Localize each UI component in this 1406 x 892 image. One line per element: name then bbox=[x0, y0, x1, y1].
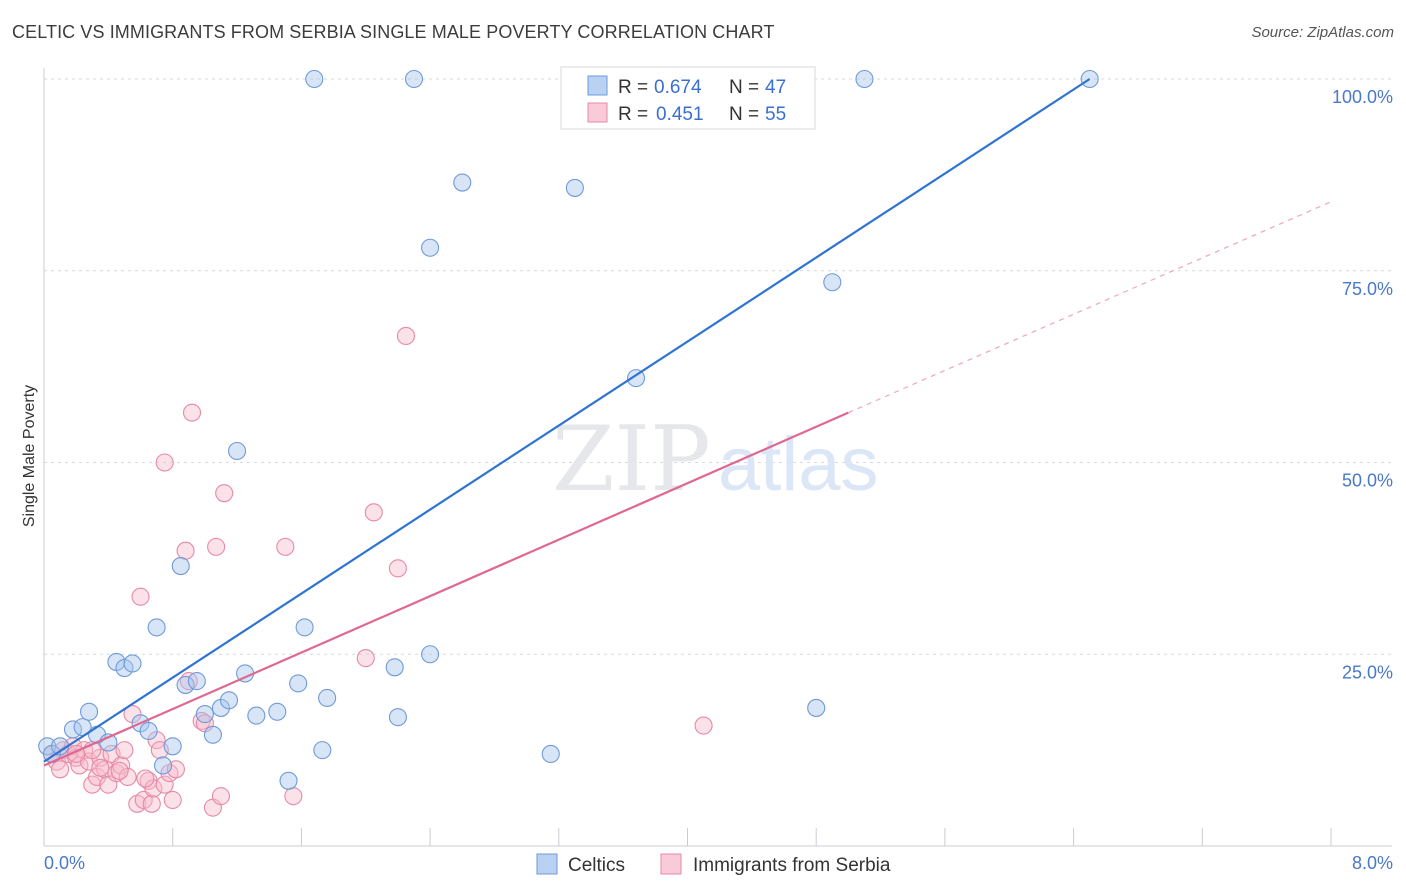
celtics-point-41 bbox=[626, 369, 646, 388]
legend-n-label-serbia: N = bbox=[729, 104, 759, 125]
chart-source: Source: ZipAtlas.com bbox=[1251, 24, 1394, 41]
celtics-point-18 bbox=[187, 672, 206, 691]
serbia-point-2 bbox=[51, 760, 70, 779]
serbia-point-18 bbox=[115, 741, 134, 760]
legend-r-value-serbia: 0.451 bbox=[656, 104, 704, 125]
celtics-point-10 bbox=[123, 654, 142, 673]
celtics-point-13 bbox=[147, 618, 166, 637]
celtics-point-22 bbox=[219, 691, 239, 710]
serbia-trendline bbox=[43, 411, 849, 767]
celtics-point-40 bbox=[565, 178, 584, 197]
legend-box: R = 0.674 N = 47 R = 0.451 N = 55 bbox=[560, 66, 816, 130]
serbia-point-49 bbox=[694, 716, 713, 735]
x-tick-label-max: 8.0% bbox=[1352, 853, 1393, 873]
serbia-points bbox=[42, 326, 713, 817]
watermark-zip: ZIP bbox=[552, 407, 711, 512]
serbia-point-29 bbox=[155, 775, 174, 794]
serbia-point-36 bbox=[155, 453, 174, 472]
serbia-point-25 bbox=[142, 794, 161, 813]
serbia-point-41 bbox=[207, 537, 226, 556]
bottom-legend-label-serbia: Immigrants from Serbia bbox=[693, 855, 891, 876]
legend-n-label-celtics: N = bbox=[729, 77, 759, 98]
celtics-point-19 bbox=[195, 705, 214, 724]
celtics-trendline bbox=[43, 78, 1091, 763]
celtics-point-31 bbox=[318, 688, 337, 708]
serbia-point-51 bbox=[91, 758, 110, 777]
bottom-legend-swatch-serbia bbox=[660, 853, 682, 875]
celtics-point-37 bbox=[421, 238, 440, 257]
legend-swatch-celtics bbox=[587, 75, 608, 96]
y-tick-label-50: 50.0% bbox=[1342, 471, 1393, 491]
serbia-point-52 bbox=[136, 769, 155, 788]
bottom-legend: Celtics Immigrants from Serbia bbox=[536, 853, 891, 876]
serbia-point-48 bbox=[396, 326, 416, 345]
axes bbox=[43, 68, 1392, 847]
celtics-point-16 bbox=[171, 556, 190, 576]
celtics-point-25 bbox=[247, 706, 266, 725]
y-tick-label-75: 75.0% bbox=[1342, 279, 1393, 299]
celtics-point-38 bbox=[453, 173, 472, 192]
legend-swatch-serbia bbox=[587, 102, 608, 123]
trendlines bbox=[43, 78, 1332, 767]
legend-r-label-serbia: R = bbox=[618, 104, 648, 125]
celtics-point-5 bbox=[79, 702, 99, 721]
x-tick-label-min: 0.0% bbox=[44, 853, 85, 873]
serbia-point-44 bbox=[284, 787, 303, 806]
celtics-point-28 bbox=[289, 674, 308, 693]
y-axis-label: Single Male Poverty bbox=[21, 385, 38, 527]
celtics-point-17 bbox=[176, 675, 195, 694]
celtics-points bbox=[38, 69, 1099, 790]
y-tick-labels: 25.0% 50.0% 75.0% 100.0% bbox=[1332, 87, 1393, 682]
legend-n-value-serbia: 55 bbox=[765, 104, 786, 125]
serbia-point-47 bbox=[388, 559, 407, 578]
watermark-atlas: atlas bbox=[718, 422, 879, 507]
serbia-trendline-extension bbox=[848, 201, 1332, 414]
celtics-point-44 bbox=[823, 273, 842, 292]
y-tick-label-100: 100.0% bbox=[1332, 87, 1393, 107]
celtics-point-39 bbox=[541, 744, 560, 764]
celtics-point-32 bbox=[305, 69, 324, 89]
celtics-point-34 bbox=[385, 658, 404, 677]
celtics-point-20 bbox=[203, 725, 222, 744]
celtics-point-45 bbox=[855, 69, 874, 89]
legend-r-value-celtics: 0.674 bbox=[654, 77, 702, 98]
bottom-legend-label-celtics: Celtics bbox=[568, 855, 625, 876]
celtics-point-15 bbox=[163, 737, 182, 756]
chart-title: CELTIC VS IMMIGRANTS FROM SERBIA SINGLE … bbox=[12, 22, 775, 42]
serbia-point-35 bbox=[182, 403, 202, 422]
y-tick-label-25: 25.0% bbox=[1342, 662, 1393, 682]
legend-n-value-celtics: 47 bbox=[765, 77, 786, 98]
celtics-point-23 bbox=[228, 441, 247, 461]
celtics-point-36 bbox=[421, 645, 440, 664]
bottom-legend-swatch-celtics bbox=[536, 853, 558, 875]
celtics-point-26 bbox=[268, 702, 287, 721]
serbia-point-43 bbox=[276, 537, 295, 556]
celtics-point-33 bbox=[404, 69, 424, 89]
serbia-point-45 bbox=[356, 649, 375, 668]
legend-r-label-celtics: R = bbox=[618, 77, 648, 98]
serbia-point-53 bbox=[110, 761, 129, 780]
celtics-point-27 bbox=[279, 771, 298, 790]
serbia-point-34 bbox=[176, 541, 195, 560]
serbia-point-46 bbox=[364, 503, 383, 522]
celtics-point-12 bbox=[139, 721, 158, 741]
celtics-point-29 bbox=[295, 618, 314, 637]
grid-lines bbox=[44, 78, 1392, 655]
celtics-point-14 bbox=[153, 756, 173, 775]
serbia-point-40 bbox=[211, 787, 231, 806]
celtics-point-43 bbox=[807, 698, 826, 717]
serbia-point-22 bbox=[131, 587, 150, 606]
serbia-point-31 bbox=[163, 790, 182, 810]
celtics-point-35 bbox=[388, 708, 407, 727]
celtics-point-30 bbox=[313, 741, 332, 760]
serbia-point-42 bbox=[215, 484, 234, 503]
